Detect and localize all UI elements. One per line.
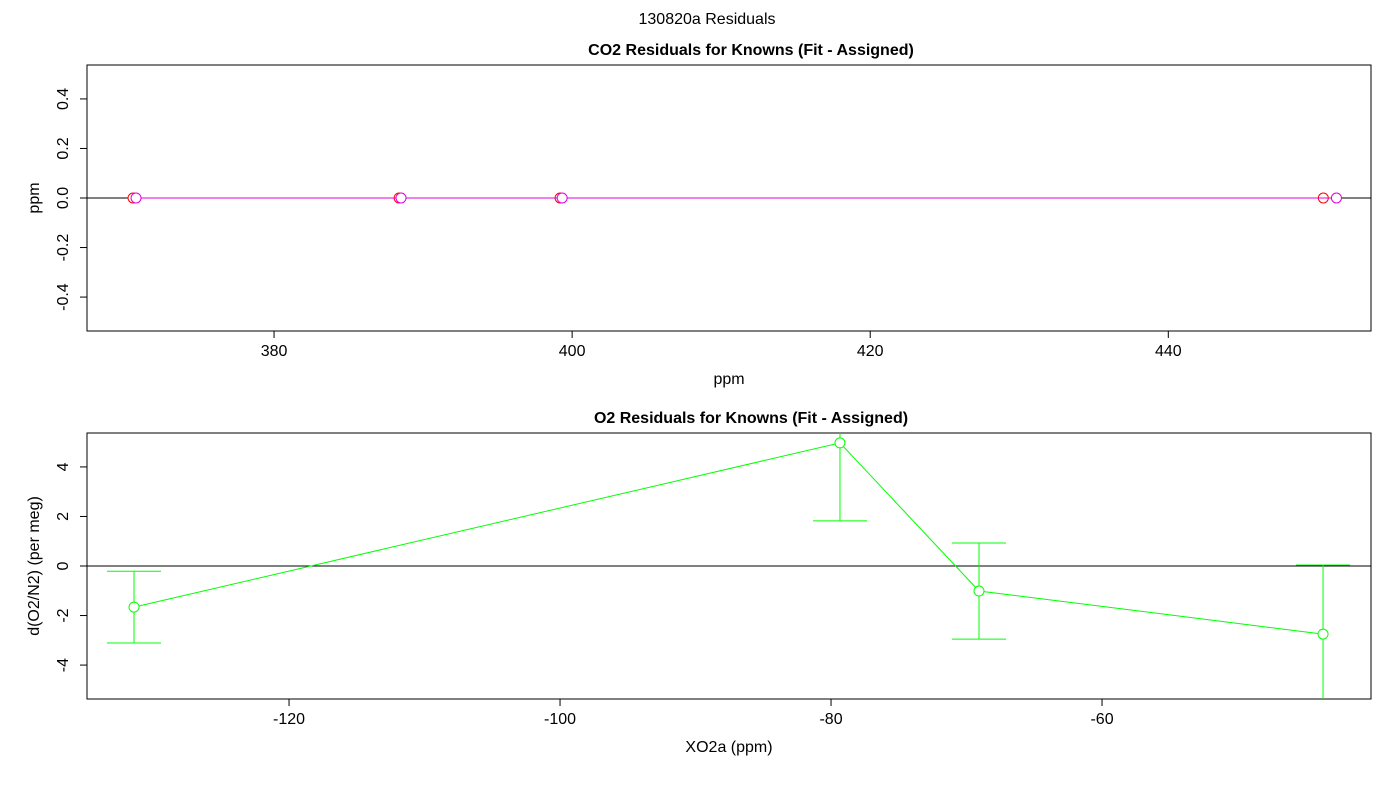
plot-area	[107, 433, 1351, 699]
x-tick-label: -120	[273, 711, 305, 728]
y-tick-label: 0.4	[55, 88, 72, 110]
data-point	[973, 585, 985, 597]
x-axis-label: XO2a (ppm)	[685, 739, 772, 756]
data-point	[556, 192, 568, 204]
x-axis-label: ppm	[713, 371, 744, 388]
y-tick-label: 0.2	[55, 137, 72, 159]
plot-area	[127, 192, 1342, 204]
x-tick-label: -100	[544, 711, 576, 728]
data-point	[395, 192, 407, 204]
y-tick-label: -2	[55, 608, 72, 622]
y-tick-label: 0.0	[55, 187, 72, 209]
y-tick-label: 2	[55, 512, 72, 521]
y-axis-label: d(O2/N2) (per meg)	[26, 496, 43, 636]
data-point	[130, 192, 142, 204]
y-tick-label: -0.4	[55, 283, 72, 311]
data-point	[1317, 628, 1329, 640]
x-tick-label: 400	[559, 343, 586, 360]
data-point	[128, 601, 140, 613]
y-tick-label: -4	[55, 658, 72, 672]
x-tick-label: 380	[261, 343, 288, 360]
series-line	[133, 442, 1324, 635]
data-point	[1330, 192, 1342, 204]
x-tick-label: -80	[819, 711, 842, 728]
x-tick-label: -60	[1090, 711, 1113, 728]
main-title: 130820a Residuals	[639, 11, 776, 28]
x-tick-label: 420	[857, 343, 884, 360]
data-point	[834, 437, 846, 449]
chart-title: O2 Residuals for Knowns (Fit - Assigned)	[594, 410, 908, 427]
y-tick-label: 0	[55, 561, 72, 570]
y-tick-label: 4	[55, 462, 72, 471]
y-axis-label: ppm	[26, 182, 43, 213]
chart-title: CO2 Residuals for Knowns (Fit - Assigned…	[588, 42, 914, 59]
x-tick-label: 440	[1155, 343, 1182, 360]
y-tick-label: -0.2	[55, 234, 72, 262]
